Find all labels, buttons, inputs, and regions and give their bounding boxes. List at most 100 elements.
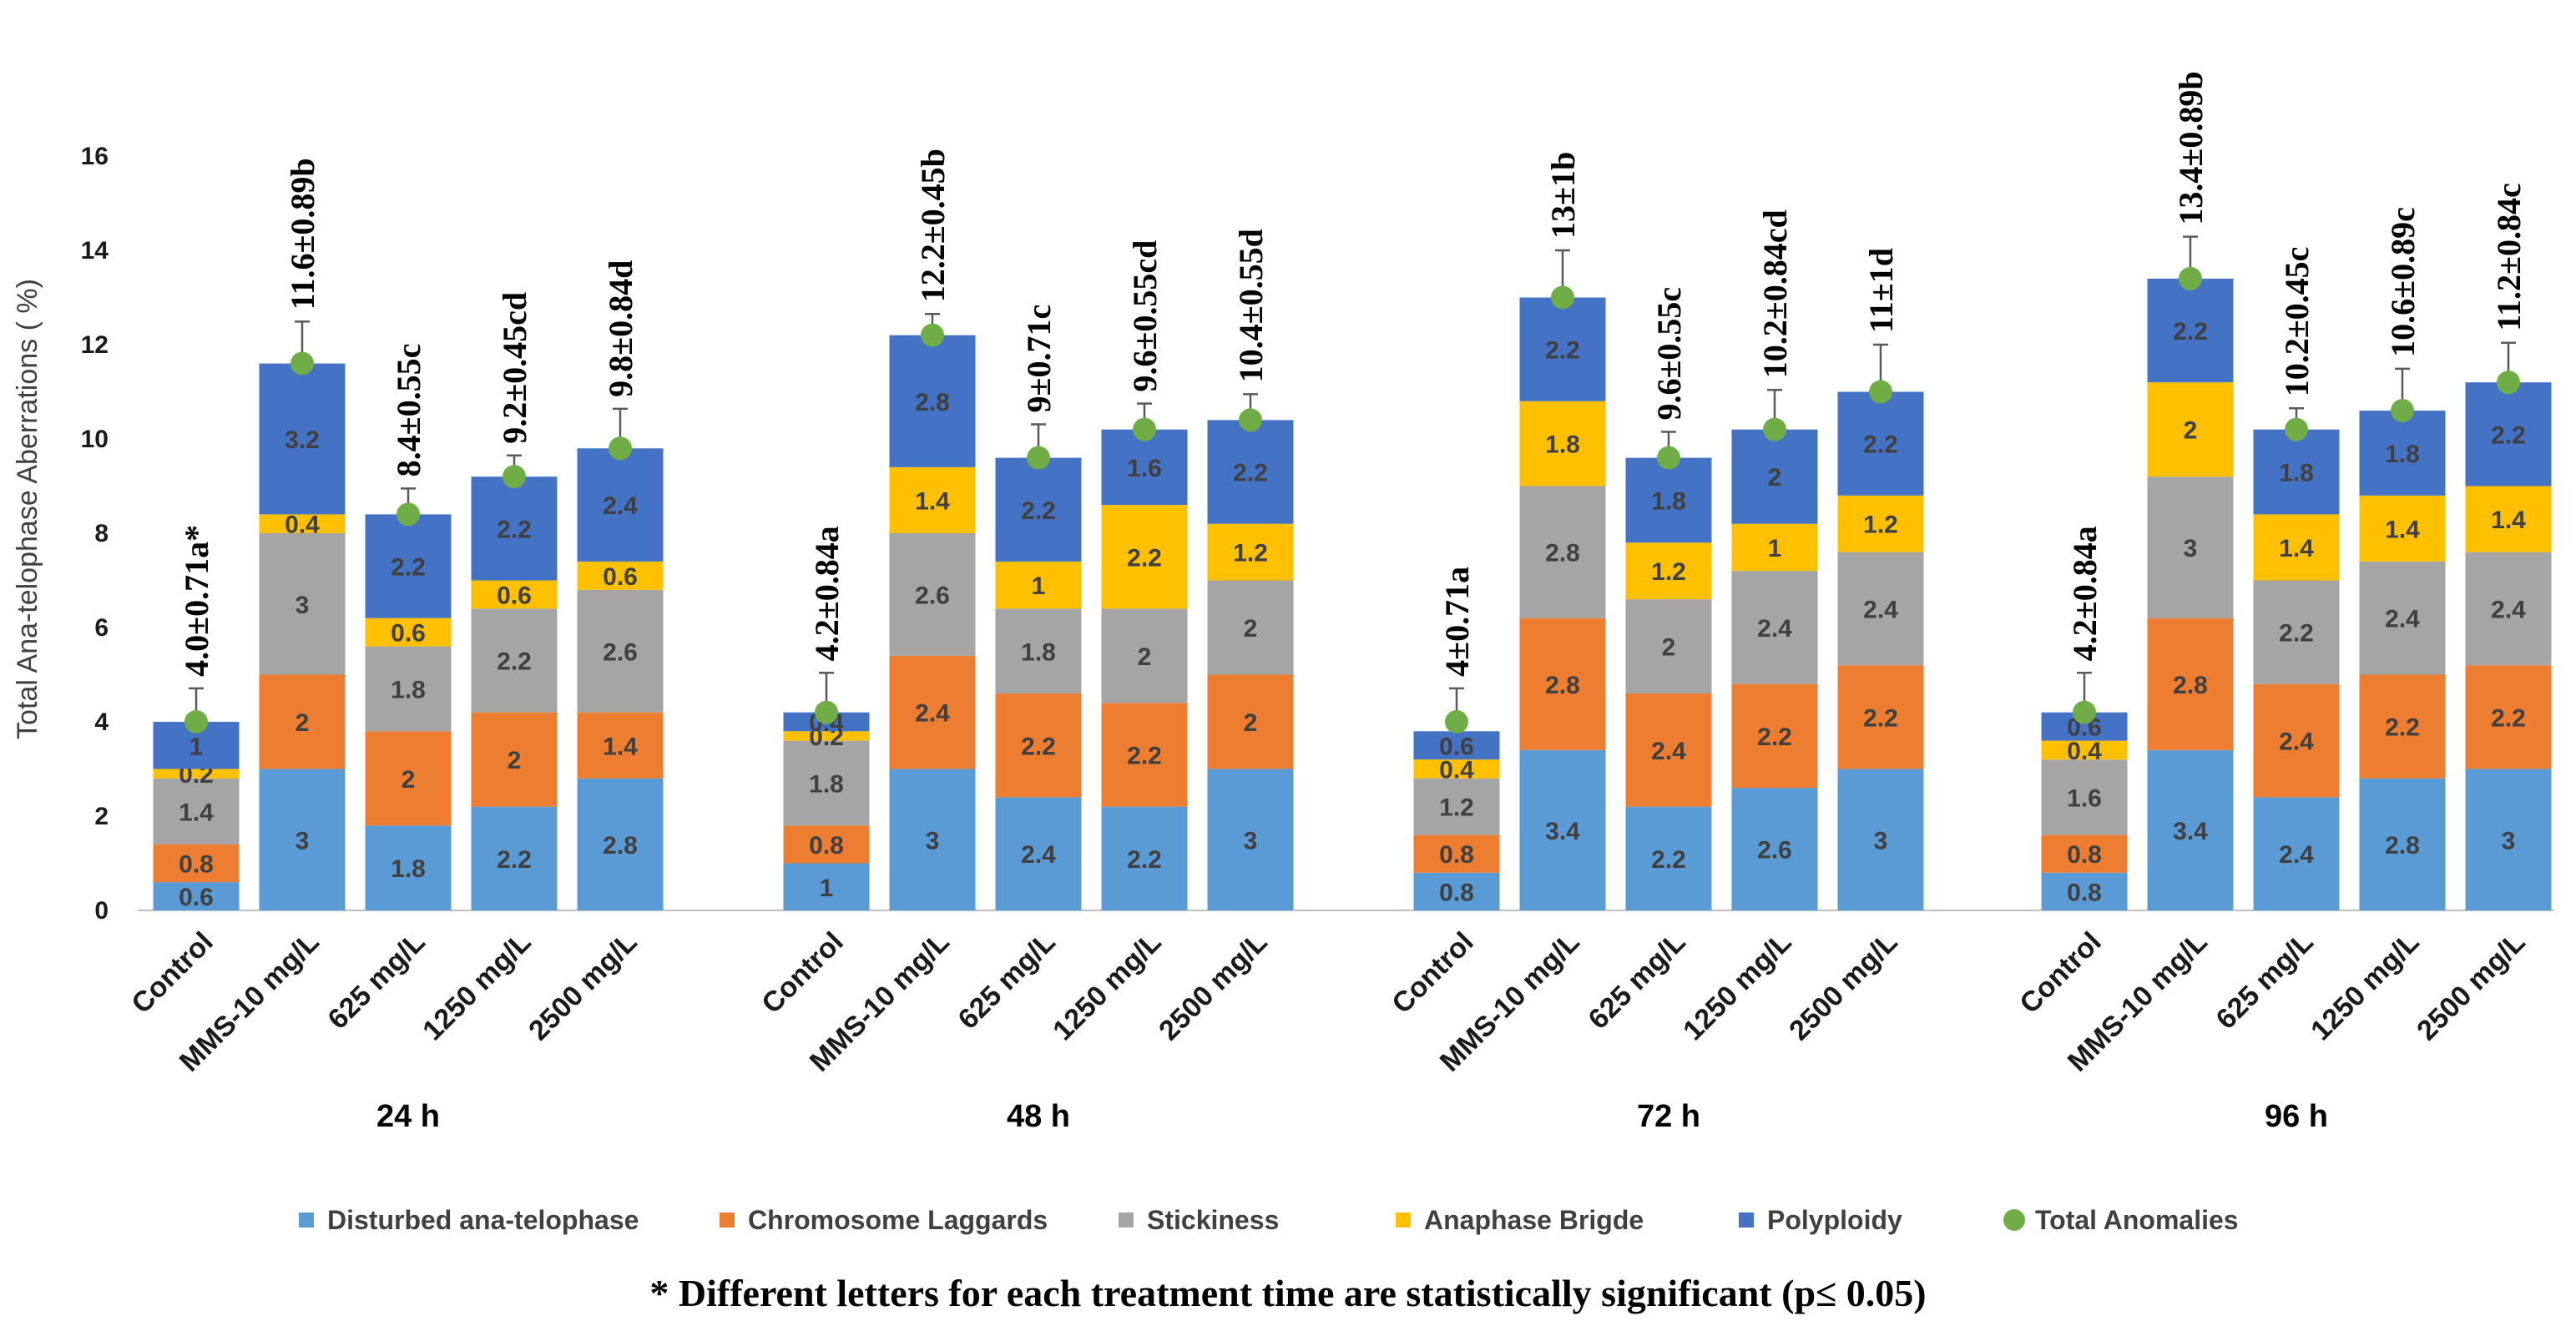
bar-segment — [1837, 495, 1924, 552]
legend-label: Anaphase Brigde — [1424, 1205, 1644, 1235]
segment-value-label: 0.8 — [809, 832, 844, 860]
bar-segment — [1625, 457, 1712, 543]
segment-value-label: 1.8 — [391, 676, 426, 703]
bar-segment — [365, 646, 452, 732]
bar-segment — [783, 863, 870, 910]
bar-segment — [2253, 580, 2340, 684]
total-annotation: 9.8±0.84d — [602, 260, 639, 397]
segment-value-label: 2 — [1768, 464, 1782, 492]
bar-segment — [1207, 523, 1294, 581]
total-annotation: 10.2±0.45c — [2278, 247, 2316, 397]
total-annotation: 9.6±0.55c — [1650, 287, 1688, 421]
legend-label: Polyploidy — [1767, 1205, 1902, 1235]
bar-segment — [1413, 759, 1500, 779]
bar-segment — [1731, 788, 1818, 910]
segment-value-label: 2.2 — [1127, 743, 1162, 770]
y-tick-label: 2 — [94, 803, 109, 830]
segment-value-label: 2.2 — [497, 648, 532, 676]
segment-value-label: 0.8 — [2067, 841, 2102, 869]
x-category-label: 625 mg/L — [2210, 926, 2320, 1036]
bar-segment — [2253, 429, 2340, 515]
bar-segment — [2147, 278, 2234, 383]
segment-value-label: 2 — [402, 766, 416, 794]
segment-value-label: 2.2 — [1757, 723, 1792, 751]
segment-value-label: 1.4 — [179, 799, 214, 826]
bar-segment — [1413, 834, 1500, 873]
segment-value-label: 2.2 — [2279, 620, 2314, 648]
segment-value-label: 1.6 — [1127, 455, 1162, 482]
total-anomalies-marker — [2391, 399, 2414, 423]
bar-segment — [889, 655, 976, 769]
x-category-label: 1250 mg/L — [1677, 926, 1797, 1046]
total-annotation: 11.6±0.89b — [284, 158, 321, 310]
bar-segment — [783, 731, 870, 741]
segment-value-label: 2.2 — [2491, 704, 2526, 732]
bar-segment — [1207, 769, 1294, 910]
segment-value-label: 3 — [2502, 827, 2516, 855]
total-annotation: 10.6±0.89c — [2384, 207, 2422, 357]
y-tick-label: 14 — [81, 237, 109, 265]
segment-value-label: 2 — [1138, 643, 1152, 671]
bar-segment — [1731, 571, 1818, 684]
segment-value-label: 2.2 — [2385, 714, 2420, 742]
total-anomalies-marker — [1551, 285, 1574, 310]
total-anomalies-marker — [815, 700, 838, 724]
legend-label: Total Anomalies — [2035, 1205, 2239, 1235]
segment-value-label: 2.8 — [1545, 540, 1580, 567]
segment-value-label: 2 — [1244, 615, 1258, 643]
bar-segment — [1207, 420, 1294, 524]
segment-value-label: 1.8 — [1021, 638, 1056, 666]
bar-segment — [2465, 382, 2552, 486]
group-label: 48 h — [1007, 1099, 1070, 1134]
bar-segment — [1837, 391, 1924, 496]
bar-segment — [2147, 382, 2234, 477]
segment-value-label: 3 — [1244, 827, 1258, 855]
total-annotation: 8.4±0.55c — [390, 344, 427, 477]
group-label: 96 h — [2265, 1099, 2328, 1134]
bar-segment — [365, 618, 452, 647]
total-anomalies-marker — [1445, 710, 1468, 734]
total-anomalies-marker — [1133, 417, 1156, 441]
x-category-label: Control — [1386, 926, 1479, 1020]
total-anomalies-marker — [2285, 417, 2308, 441]
bar-segment — [259, 514, 346, 533]
bar-segment — [1101, 608, 1188, 703]
segment-value-label: 2.8 — [1545, 672, 1580, 699]
bar-segment — [1837, 665, 1924, 769]
segment-value-label: 1.2 — [1651, 558, 1686, 586]
bar-segment — [1519, 297, 1606, 401]
total-annotation: 4.2±0.84a — [808, 526, 846, 661]
total-anomalies-marker — [1239, 408, 1262, 432]
segment-value-label: 2.2 — [497, 846, 532, 874]
total-annotation: 11.2±0.84c — [2490, 183, 2528, 331]
bar-segment — [153, 769, 240, 779]
x-category-label: 625 mg/L — [952, 926, 1062, 1036]
segment-value-label: 1.8 — [1651, 487, 1686, 515]
segment-value-label: 3.2 — [285, 426, 320, 454]
bar-segment — [2147, 618, 2234, 750]
segment-value-label: 2 — [295, 709, 310, 737]
x-category-label: Control — [2013, 926, 2107, 1020]
bar-segment — [1207, 674, 1294, 769]
x-category-label: 2500 mg/L — [1153, 926, 1273, 1046]
y-tick-label: 0 — [94, 897, 109, 925]
segment-value-label: 2.8 — [2173, 672, 2208, 699]
bar-segment — [1101, 429, 1188, 506]
bar-segment — [783, 740, 870, 826]
total-annotation: 10.2±0.84cd — [1756, 209, 1794, 378]
bar-segment — [577, 712, 664, 779]
y-tick-label: 6 — [94, 614, 109, 642]
bar-segment — [1625, 693, 1712, 807]
bar-segment — [259, 769, 346, 910]
bar-segment — [2253, 514, 2340, 581]
bar-segment — [577, 448, 664, 562]
segment-value-label: 2 — [508, 747, 522, 774]
bar-segment — [1731, 523, 1818, 572]
total-anomalies-marker — [503, 465, 526, 489]
segment-value-label: 3 — [295, 827, 310, 855]
bar-segment — [471, 476, 558, 581]
segment-value-label: 1.8 — [391, 855, 426, 883]
bar-group: 0.60.81.40.214.0±0.71a*3230.43.211.6±0.8… — [153, 158, 664, 911]
x-category-label: 2500 mg/L — [2411, 926, 2531, 1046]
x-category-label: 1250 mg/L — [417, 926, 537, 1046]
